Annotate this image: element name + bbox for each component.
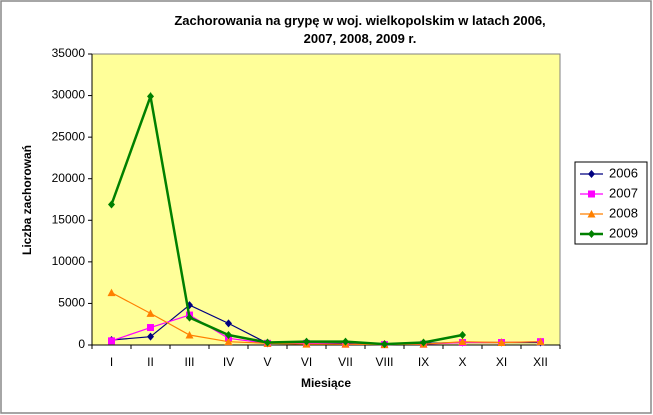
x-tick-label: I: [110, 355, 113, 369]
data-point: [147, 332, 154, 341]
y-tick-label: 0: [78, 337, 85, 351]
legend-box: [574, 161, 648, 245]
series-line: [111, 292, 541, 346]
legend-label: 2007: [609, 185, 638, 200]
legend-label: 2008: [609, 205, 638, 220]
data-point: [186, 313, 193, 322]
data-point: [497, 338, 506, 347]
data-point: [536, 337, 545, 346]
x-tick-label: VI: [301, 355, 312, 369]
data-point: [146, 309, 155, 317]
chart-title: Zachorowania na grypę w woj. wielkopolsk…: [174, 13, 546, 46]
data-point: [458, 337, 467, 346]
x-tick-label: X: [458, 355, 466, 369]
data-point: [108, 337, 115, 345]
x-axis-label: Miesiące: [301, 376, 351, 390]
y-tick-label: 25000: [52, 129, 86, 143]
y-tick-label: 10000: [52, 254, 86, 268]
y-tick-label: 20000: [52, 171, 86, 185]
data-point: [459, 331, 466, 340]
data-point: [185, 331, 194, 339]
y-tick-label: 35000: [52, 46, 86, 60]
data-point: [225, 331, 232, 340]
x-tick-label: III: [184, 355, 194, 369]
legend-marker: [588, 170, 595, 178]
plot-area: [91, 53, 561, 346]
data-point: [224, 337, 233, 346]
data-point: [420, 338, 427, 347]
legend-marker: [587, 210, 596, 218]
data-point: [108, 200, 115, 209]
legend-marker: [588, 190, 595, 198]
data-point: [147, 92, 154, 101]
x-tick-label: VIII: [375, 355, 393, 369]
x-tick-label: VII: [338, 355, 353, 369]
y-tick-label: 15000: [52, 212, 86, 226]
data-point: [381, 340, 388, 349]
x-tick-label: V: [263, 355, 271, 369]
y-axis-label: Liczba zachorowań: [20, 145, 34, 255]
x-tick-label: XI: [496, 355, 507, 369]
data-point: [147, 324, 154, 332]
y-tick-label: 30000: [52, 88, 86, 102]
y-tick-label: 5000: [58, 296, 85, 310]
series-line: [110, 91, 463, 346]
x-tick-label: XII: [533, 355, 548, 369]
legend-label: 2009: [609, 225, 638, 240]
legend-label: 2006: [609, 165, 638, 180]
data-point: [107, 288, 116, 297]
data-point: [342, 337, 349, 346]
data-point: [225, 319, 232, 328]
legend-marker: [588, 230, 595, 238]
data-point: [264, 338, 271, 347]
x-tick-label: IV: [223, 355, 234, 369]
x-tick-label: IX: [418, 355, 429, 369]
x-tick-label: II: [147, 355, 154, 369]
data-point: [303, 337, 310, 346]
